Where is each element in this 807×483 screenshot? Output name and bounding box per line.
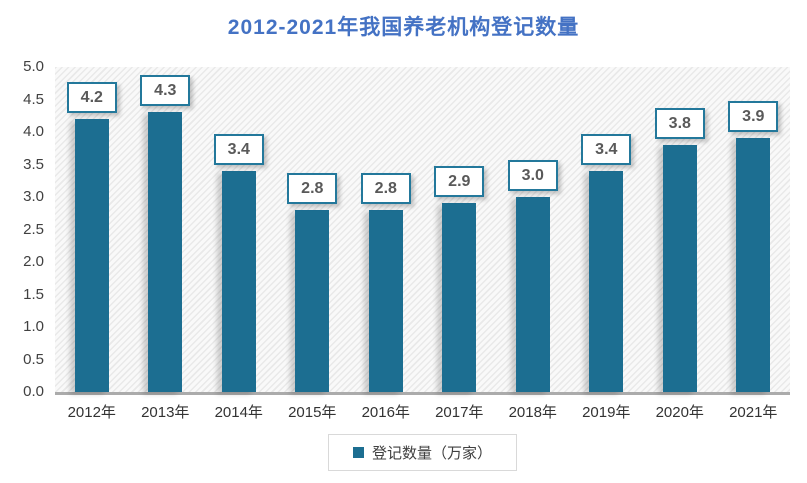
x-tick-label: 2021年 [729,404,778,421]
bar-value-label: 4.3 [140,75,191,106]
bar [442,203,477,392]
bar-value-label: 2.8 [360,173,411,204]
bar-value-label: 2.9 [434,166,485,197]
legend-box: 登记数量（万家） [327,434,517,471]
y-tick-label: 3.5 [23,155,44,173]
bar [662,145,697,392]
bar-value-label: 3.4 [581,134,632,165]
y-tick-label: 0.5 [23,350,44,368]
x-tick-label: 2013年 [141,404,190,421]
bar [74,119,109,392]
plot-area: 4.2 4.3 3.4 2.8 2.8 2.9 3.0 3.4 3.8 3.9 [55,67,790,395]
x-tick-label: 2012年 [67,404,116,421]
y-tick-label: 1.5 [23,285,44,303]
bar-value-label: 3.8 [654,108,705,139]
bar [736,138,771,392]
x-tick-label: 2014年 [214,404,263,421]
y-tick-label: 1.0 [23,318,44,335]
bar-value-label: 3.4 [213,134,264,165]
x-tick-label: 2017年 [435,404,484,421]
chart-title: 2012-2021年我国养老机构登记数量 [227,16,580,39]
y-tick-label: 5.0 [23,58,44,75]
bar-value-label: 3.9 [728,101,779,132]
y-axis: 0.0 0.5 1.0 1.5 2.0 2.5 3.0 3.5 4.0 4.5 5.0 [0,58,44,400]
bar [148,112,183,392]
y-tick-label: 0.0 [23,383,44,400]
y-tick-label: 3.0 [23,188,44,205]
legend: 登记数量（万家） [55,434,790,471]
y-tick-label: 4.0 [23,123,44,140]
square-marker-icon [352,447,364,458]
bar [368,210,403,392]
bar-value-label: 4.2 [66,82,117,113]
bar-value-label: 3.0 [507,160,558,191]
bar-value-label: 2.8 [287,173,338,204]
x-tick-label: 2020年 [655,404,704,421]
x-axis: 2012年 2013年 2014年 2015年 2016年 2017年 2018年 2019年… [55,401,790,423]
bar [295,210,330,392]
bar [221,171,256,392]
x-tick-label: 2016年 [361,404,410,421]
x-tick-label: 2019年 [582,404,631,421]
legend-label: 登记数量（万家） [371,445,492,462]
x-tick-label: 2015年 [288,404,337,421]
bar [515,197,550,392]
y-tick-label: 2.5 [23,220,44,238]
y-tick-label: 4.5 [23,90,44,108]
y-tick-label: 2.0 [23,253,44,270]
bar [589,171,624,392]
x-tick-label: 2018年 [508,404,557,421]
